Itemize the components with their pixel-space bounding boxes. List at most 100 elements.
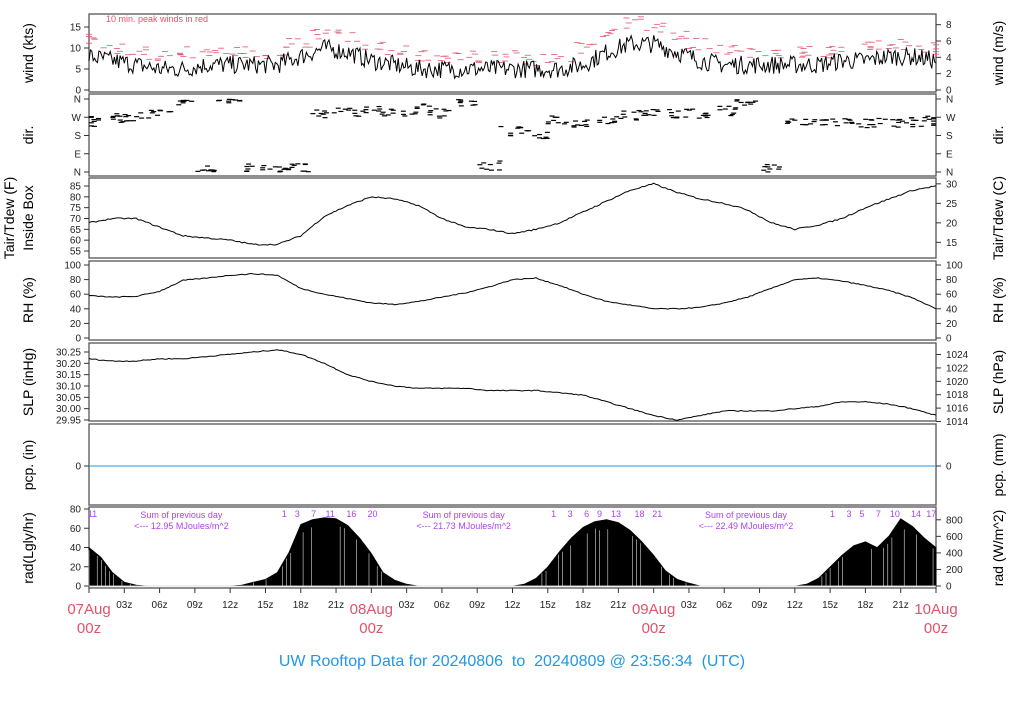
- left-tick-label-slp: 30.05: [56, 393, 81, 404]
- left-axis-label-rad: rad(Lgly/hr): [20, 512, 36, 584]
- x-axis-hour-label: 09z: [751, 600, 767, 611]
- right-axis-label-temp: Tair/Tdew (C): [990, 176, 1006, 260]
- right-tick-label-rad: 800: [946, 515, 963, 526]
- panel-frame-wind: [88, 13, 937, 93]
- radiation-hour-mark-label: 16: [346, 509, 356, 519]
- radiation-hour-mark-label: 7: [876, 509, 881, 519]
- wind-speed-line: [88, 34, 937, 80]
- radiation-hour-mark-label: 21: [652, 509, 662, 519]
- daily-radiation-sum-title: Sum of previous day: [705, 510, 788, 520]
- radiation-hour-mark-label: 10: [890, 509, 900, 519]
- right-tick-label-temp: 30: [946, 179, 958, 190]
- radiation-hour-mark-label: 11: [88, 509, 97, 519]
- right-tick-label-rh: 20: [946, 319, 958, 330]
- right-tick-label-rad: 600: [946, 532, 963, 543]
- x-axis-hour-label: 12z: [504, 600, 520, 611]
- left-tick-label-dir: W: [72, 113, 82, 124]
- x-axis-hour-label: 06z: [152, 600, 168, 611]
- left-tick-label-slp: 30.00: [56, 404, 81, 415]
- x-axis-hour-label: 15z: [540, 600, 556, 611]
- left-tick-label-rh: 40: [70, 304, 82, 315]
- x-axis-day-hour-label: 00z: [642, 620, 666, 637]
- left-tick-label-rad: 20: [70, 562, 82, 573]
- left-tick-label-rh: 100: [64, 261, 81, 272]
- right-tick-label-rad: 0: [946, 582, 952, 593]
- daily-radiation-sum-title: Sum of previous day: [140, 510, 223, 520]
- left-tick-label-temp: 55: [70, 247, 82, 258]
- radiation-hour-mark-label: 14: [911, 509, 921, 519]
- right-tick-label-rh: 40: [946, 304, 958, 315]
- x-axis-day-label: 09Aug: [632, 601, 675, 618]
- right-tick-label-rad: 200: [946, 565, 963, 576]
- radiation-hour-mark-label: 20: [368, 509, 378, 519]
- right-tick-label-rh: 80: [946, 275, 958, 286]
- left-tick-label-temp: 60: [70, 236, 82, 247]
- x-axis-hour-label: 03z: [116, 600, 132, 611]
- daily-radiation-sum-value: <--- 22.49 MJoules/m^2: [699, 521, 794, 531]
- right-tick-label-rh: 100: [946, 261, 963, 272]
- right-tick-label-rh: 0: [946, 334, 952, 345]
- relative-humidity-line: [88, 272, 937, 310]
- x-axis-day-hour-label: 00z: [77, 620, 101, 637]
- right-tick-label-wind: 6: [946, 37, 952, 48]
- left-axis-label-pcp: pcp. (in): [20, 440, 36, 491]
- daily-radiation-sum-value: <--- 12.95 MJoules/m^2: [134, 521, 229, 531]
- left-tick-label-wind: 10: [70, 44, 82, 55]
- left-tick-label-slp: 29.95: [56, 416, 81, 427]
- x-axis-hour-label: 12z: [787, 600, 803, 611]
- right-tick-label-dir: S: [946, 131, 953, 142]
- x-axis-hour-label: 18z: [293, 600, 309, 611]
- x-axis-hour-label: 09z: [469, 600, 485, 611]
- x-axis-hour-label: 03z: [399, 600, 415, 611]
- left-tick-label-temp: 85: [70, 182, 82, 193]
- x-axis-hour-label: 03z: [681, 600, 697, 611]
- right-tick-label-slp: 1016: [946, 404, 969, 415]
- peak-wind-annotation: 10 min. peak winds in red: [106, 14, 208, 24]
- left-tick-label-wind: 5: [75, 65, 81, 76]
- left-tick-label-wind: 0: [75, 86, 81, 97]
- panel-frame-temp: [88, 177, 937, 259]
- left-tick-label-dir: S: [74, 131, 81, 142]
- x-axis-day-hour-label: 00z: [924, 620, 948, 637]
- radiation-hour-mark-label: 17: [926, 509, 936, 519]
- left-tick-label-temp: 75: [70, 203, 82, 214]
- radiation-hour-mark-label: 3: [846, 509, 851, 519]
- x-axis-day-hour-label: 00z: [359, 620, 383, 637]
- left-tick-label-temp: 65: [70, 225, 82, 236]
- left-axis-label-wind: wind (kts): [20, 23, 36, 84]
- x-axis-hour-label: 12z: [222, 600, 238, 611]
- radiation-hour-mark-label: 1: [551, 509, 556, 519]
- left-tick-label-dir: N: [74, 95, 81, 106]
- left-tick-label-slp: 30.25: [56, 348, 81, 359]
- left-tick-label-rh: 80: [70, 275, 82, 286]
- left-tick-label-temp: 70: [70, 214, 82, 225]
- x-axis-day-label: 10Aug: [914, 601, 957, 618]
- left-tick-label-rad: 40: [70, 543, 82, 554]
- x-axis-hour-label: 18z: [857, 600, 873, 611]
- x-axis-hour-label: 21z: [328, 600, 344, 611]
- right-tick-label-wind: 0: [946, 86, 952, 97]
- left-tick-label-wind: 15: [70, 23, 82, 34]
- radiation-hour-mark-label: 3: [568, 509, 573, 519]
- x-axis-day-label: 08Aug: [350, 601, 393, 618]
- x-axis-hour-label: 21z: [610, 600, 626, 611]
- left-axis-label-slp: SLP (inHg): [20, 348, 36, 416]
- radiation-hour-mark-label: 7: [311, 509, 316, 519]
- daily-radiation-sum-value: <--- 21.73 MJoules/m^2: [416, 521, 511, 531]
- right-tick-label-wind: 4: [946, 53, 952, 64]
- right-tick-label-slp: 1024: [946, 350, 969, 361]
- x-axis-hour-label: 15z: [257, 600, 273, 611]
- x-axis-hour-label: 21z: [893, 600, 909, 611]
- chart-title: UW Rooftop Data for 20240806 to 20240809…: [279, 653, 745, 670]
- right-tick-label-dir: W: [946, 113, 956, 124]
- right-axis-label-rh: RH (%): [990, 277, 1006, 323]
- x-axis-day-label: 07Aug: [67, 601, 110, 618]
- daily-radiation-sum-title: Sum of previous day: [423, 510, 506, 520]
- right-tick-label-pcp: 0: [946, 462, 952, 473]
- radiation-hour-mark-label: 6: [584, 509, 589, 519]
- left-tick-label-slp: 30.20: [56, 359, 81, 370]
- left-axis-label-temp-sub: Inside Box: [20, 185, 36, 250]
- radiation-hour-mark-label: 5: [859, 509, 864, 519]
- radiation-hour-mark-label: 18: [635, 509, 645, 519]
